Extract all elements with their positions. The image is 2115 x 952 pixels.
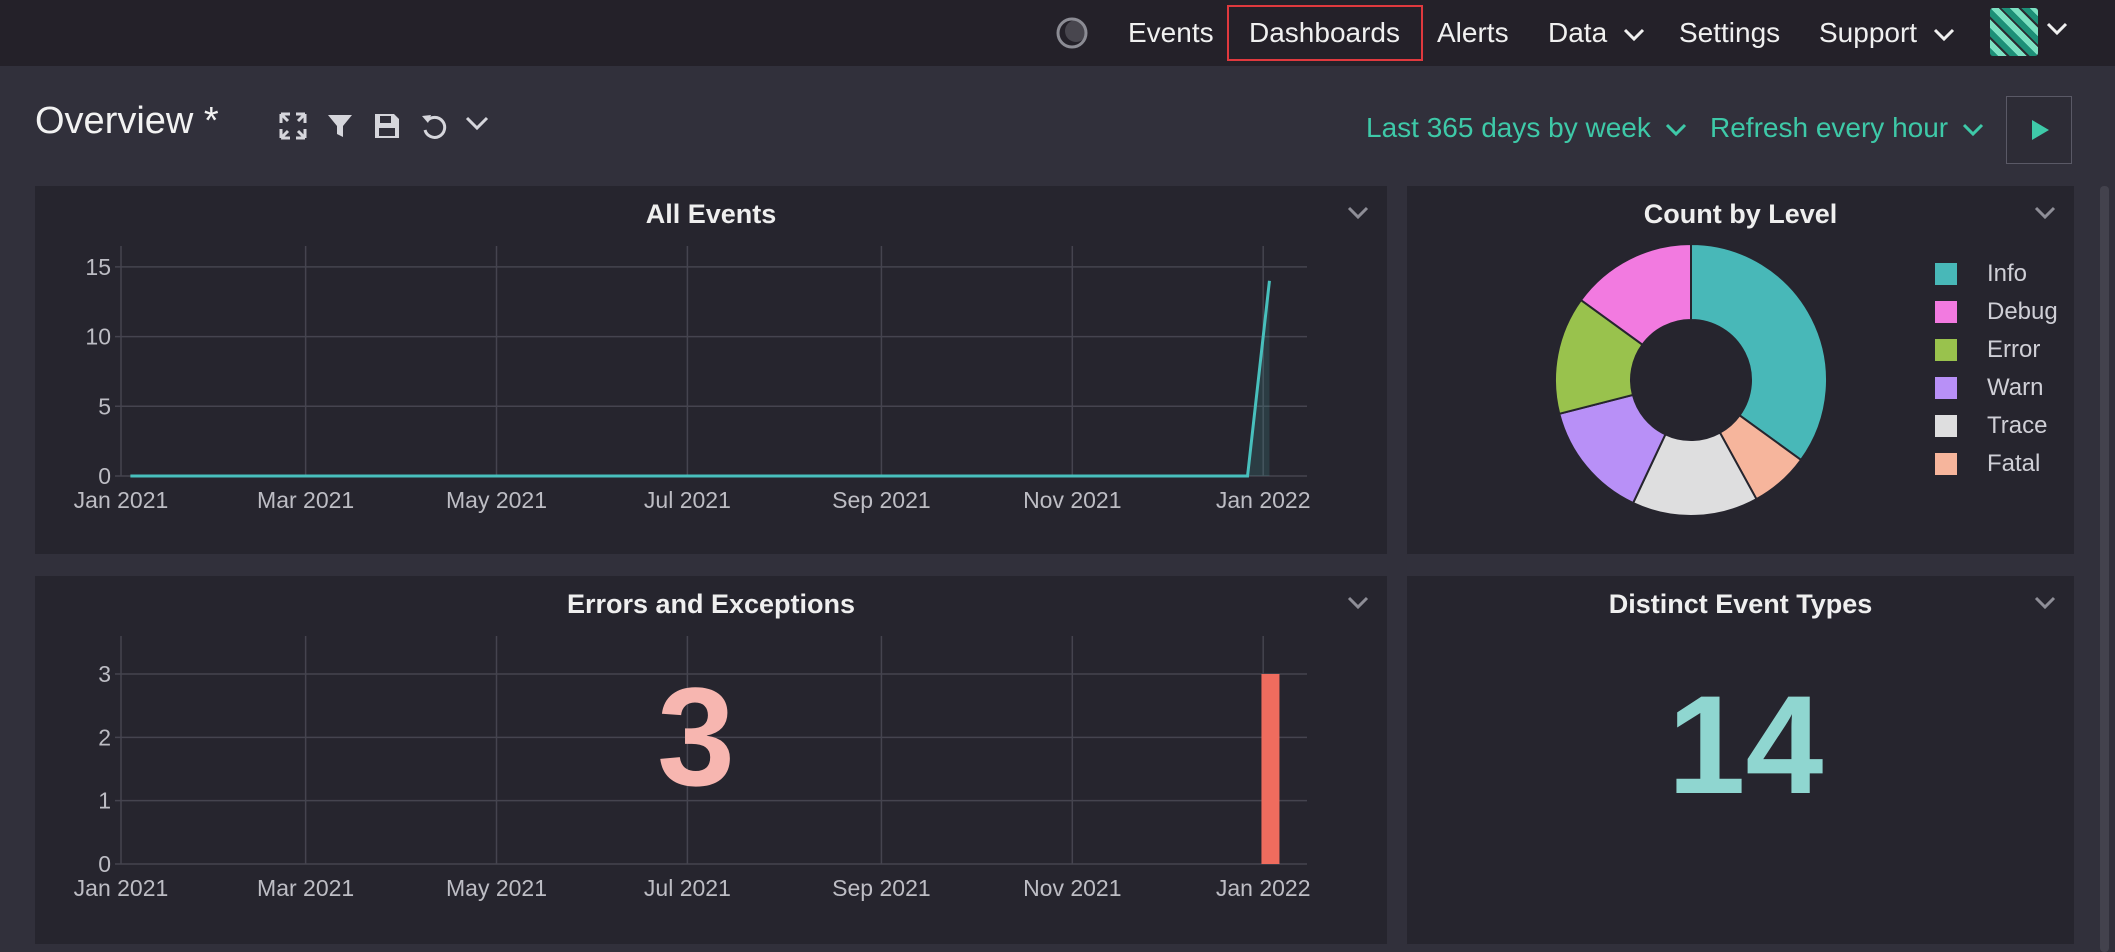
x-tick-label: Mar 2021 — [257, 875, 354, 901]
undo-icon[interactable] — [420, 112, 448, 140]
x-tick-label: Jan 2021 — [74, 875, 169, 901]
y-tick-label: 0 — [98, 463, 111, 489]
nav-alerts[interactable]: Alerts — [1437, 17, 1509, 48]
panel-menu-chevron-icon[interactable] — [1347, 206, 1369, 220]
panel-menu-chevron-icon[interactable] — [2034, 206, 2056, 220]
panel-menu-chevron-icon[interactable] — [1347, 596, 1369, 610]
legend-label: Warn — [1987, 374, 2044, 401]
panel-errors-exceptions: Errors and Exceptions Jan 2021 Mar 2021 Ma… — [35, 576, 1387, 944]
scrollbar[interactable] — [2100, 186, 2109, 952]
count-by-level-donut — [1554, 242, 1828, 517]
distinct-count-value: 14 — [1667, 666, 1824, 823]
chevron-down-icon — [1623, 28, 1644, 41]
panel-title: Distinct Event Types — [1608, 589, 1873, 619]
save-icon[interactable] — [373, 112, 401, 140]
error-bar — [1261, 674, 1280, 864]
errors-bar-chart: Jan 2021 Mar 2021 May 2021 Jul 2021 Sep 2021… — [74, 636, 1311, 901]
legend-swatch — [1935, 301, 1957, 323]
legend-label: Debug — [1987, 298, 2058, 325]
x-tick-label: Jul 2021 — [644, 875, 731, 901]
y-tick-label: 5 — [98, 393, 111, 419]
x-tick-label: May 2021 — [446, 487, 547, 513]
x-tick-label: Jan 2022 — [1216, 875, 1311, 901]
y-tick-label: 10 — [85, 324, 111, 350]
chevron-down-icon — [1962, 123, 1983, 136]
y-tick-label: 3 — [98, 661, 111, 687]
x-tick-label: Jan 2021 — [74, 487, 169, 513]
chevron-down-icon[interactable] — [2046, 22, 2068, 36]
legend-label: Info — [1987, 260, 2028, 287]
panel-title: Errors and Exceptions — [566, 589, 856, 619]
legend-label: Trace — [1987, 412, 2048, 439]
user-avatar[interactable] — [1990, 8, 2038, 56]
legend-swatch — [1935, 377, 1957, 399]
y-tick-label: 1 — [98, 788, 111, 814]
panel-title: All Events — [645, 199, 777, 229]
top-nav: Events Dashboards Alerts Data Settings S… — [0, 0, 2115, 66]
nav-active-highlight — [1227, 5, 1423, 61]
series-line — [130, 280, 1271, 478]
legend-swatch — [1935, 453, 1957, 475]
y-tick-label: 2 — [98, 724, 111, 750]
panel-distinct-event-types: Distinct Event Types 14 — [1407, 576, 2074, 944]
x-tick-label: Sep 2021 — [832, 487, 930, 513]
moon-icon[interactable] — [1055, 16, 1089, 50]
nav-dashboards[interactable]: Dashboards — [1249, 17, 1400, 48]
run-button[interactable] — [2006, 96, 2072, 164]
time-range-selector[interactable]: Last 365 days by week — [1366, 112, 1687, 144]
filter-icon[interactable] — [326, 112, 354, 140]
x-tick-label: Nov 2021 — [1023, 875, 1121, 901]
x-tick-label: Sep 2021 — [832, 875, 930, 901]
donut-slice-info — [1690, 242, 1828, 462]
x-tick-label: Jul 2021 — [644, 487, 731, 513]
all-events-chart: Jan 2021 Mar 2021 May 2021 Jul 2021 Sep 2021… — [74, 246, 1311, 513]
nav-settings[interactable]: Settings — [1679, 17, 1781, 48]
chevron-down-icon[interactable] — [465, 116, 489, 132]
x-tick-label: Jan 2022 — [1216, 487, 1311, 513]
x-tick-label: May 2021 — [446, 875, 547, 901]
panel-title: Count by Level — [1643, 199, 1838, 229]
nav-support[interactable]: Support — [1819, 0, 1955, 66]
expand-icon[interactable] — [279, 112, 307, 140]
nav-data[interactable]: Data — [1548, 0, 1645, 66]
panel-count-by-level: Count by Level Info Debug Error Warn Trace Fa… — [1407, 186, 2074, 554]
nav-events[interactable]: Events — [1128, 17, 1214, 48]
x-tick-label: Mar 2021 — [257, 487, 354, 513]
dashboard-title: Overview * — [35, 100, 219, 142]
panel-all-events: All Events Jan 2021 Mar 2021 May 2021 Jul 2… — [35, 186, 1387, 554]
legend-label: Fatal — [1987, 450, 2041, 477]
legend-swatch — [1935, 415, 1957, 437]
donut-slice-trace — [1631, 431, 1758, 517]
legend-swatch — [1935, 339, 1957, 361]
y-tick-label: 15 — [85, 254, 111, 280]
x-tick-label: Nov 2021 — [1023, 487, 1121, 513]
play-icon — [2032, 120, 2049, 140]
y-tick-label: 0 — [98, 851, 111, 877]
refresh-selector[interactable]: Refresh every hour — [1710, 112, 1984, 144]
donut-slice-debug — [1579, 242, 1692, 347]
legend-label: Error — [1987, 336, 2041, 363]
chevron-down-icon — [1665, 123, 1686, 136]
errors-count-value: 3 — [657, 658, 735, 815]
panel-menu-chevron-icon[interactable] — [2034, 596, 2056, 610]
legend-swatch — [1935, 263, 1957, 285]
chevron-down-icon — [1933, 28, 1954, 41]
